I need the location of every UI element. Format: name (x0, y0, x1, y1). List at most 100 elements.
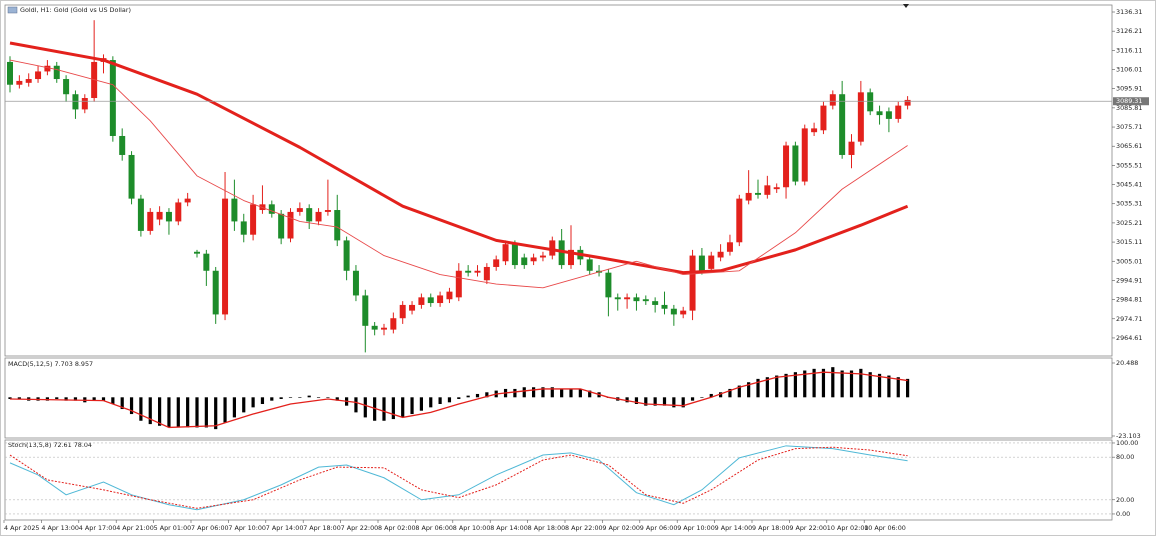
candle-body (708, 255, 715, 269)
macd-bar (55, 397, 59, 399)
macd-bar (335, 397, 339, 401)
y-tick-label: 3065.61 (1116, 142, 1142, 150)
candle-body (586, 259, 593, 271)
macd-bar (485, 392, 489, 398)
macd-bar (868, 372, 872, 398)
candle-body (811, 128, 818, 133)
macd-bar (354, 397, 358, 413)
macd-bar (120, 397, 124, 410)
macd-bar (513, 388, 517, 398)
x-tick-label: 9 Apr 10:00 (677, 524, 715, 532)
macd-bar (158, 397, 162, 426)
x-tick-label: 5 Apr 01:00 (154, 524, 192, 532)
macd-bar (541, 387, 545, 398)
macd-bar (653, 397, 657, 406)
macd-bar (550, 387, 554, 398)
candle-body (343, 240, 350, 271)
y-tick-label: 3116.11 (1116, 46, 1142, 54)
candle-body (268, 204, 275, 214)
x-tick-label: 4 Apr 2025 (4, 524, 39, 532)
main-panel (4, 4, 1113, 357)
stoch-title: Stoch(13,5,8) 72.61 78.04 (8, 441, 92, 449)
candle-body (670, 308, 677, 315)
y-tick-label: 20.488 (1116, 359, 1138, 367)
macd-bar (139, 397, 143, 421)
y-tick-label: 3015.11 (1116, 238, 1142, 246)
x-tick-label: 9 Apr 06:00 (640, 524, 678, 532)
candle-body (773, 187, 780, 190)
macd-bar (270, 397, 274, 401)
last-price-label: 3089.31 (1116, 97, 1142, 105)
last-price-box (1113, 97, 1149, 106)
y-tick-label: 3055.51 (1116, 161, 1142, 169)
macd-bar (475, 393, 480, 398)
candle-body (324, 210, 331, 212)
line (9, 41, 909, 275)
candle-body (81, 98, 88, 110)
y-tick-label: 100.00 (1116, 439, 1138, 447)
macd-bar (522, 387, 526, 398)
candle-body (128, 154, 135, 199)
macd-bar (644, 397, 648, 406)
x-tick-label: 4 Apr 21:00 (116, 524, 154, 532)
macd-bar (288, 397, 293, 398)
y-tick-label: 0.00 (1116, 510, 1130, 518)
macd-bar (906, 378, 910, 398)
macd-bar (672, 397, 676, 408)
candle-body (287, 211, 294, 239)
y-tick-label: 80.00 (1116, 453, 1134, 461)
candle-body (63, 79, 70, 95)
candle-body (109, 60, 116, 136)
candle-body (895, 105, 902, 119)
candle-body (16, 80, 23, 85)
candle-body (642, 299, 649, 302)
candle-body (904, 99, 911, 106)
candle-body (184, 198, 191, 203)
candle-body (614, 297, 621, 300)
candle-body (53, 65, 60, 80)
y-tick-label: 3126.21 (1116, 27, 1142, 35)
macd-bar (45, 397, 49, 401)
y-tick-label: 3075.71 (1116, 123, 1142, 131)
macd-bar (887, 375, 891, 398)
candle-body (633, 297, 640, 302)
macd-bar (232, 397, 236, 418)
candle-body (839, 94, 846, 155)
y-tick-label: 3085.81 (1116, 104, 1142, 112)
candle-body (147, 211, 154, 231)
candle-body (381, 327, 387, 330)
x-tick-label: 8 Apr 18:00 (528, 524, 566, 532)
y-tick-label: 20.00 (1116, 496, 1134, 504)
x-tick-label: 4 Apr 17:00 (79, 524, 117, 532)
candle-body (502, 244, 509, 262)
candle-body (867, 92, 874, 112)
candle-body (876, 111, 883, 116)
candle-body (418, 297, 425, 305)
y-tick-label: 2964.61 (1116, 334, 1142, 342)
macd-bar (176, 397, 180, 428)
candle-body (446, 291, 453, 300)
x-tick-label: 9 Apr 14:00 (715, 524, 753, 532)
candle-body (137, 198, 144, 231)
candle-body (511, 244, 518, 266)
candle-body (474, 270, 481, 273)
macd-bar (298, 397, 302, 398)
candle-body (315, 211, 322, 222)
candle-body (306, 208, 313, 222)
x-tick-label: 4 Apr 13:00 (41, 524, 79, 532)
macd-bar (588, 390, 592, 398)
macd-bar (214, 397, 218, 430)
macd-bar (111, 397, 115, 405)
candle-body (801, 128, 808, 182)
macd-bar (625, 397, 629, 403)
x-tick-label: 8 Apr 10:00 (453, 524, 491, 532)
y-tick-label: 2974.71 (1116, 315, 1142, 323)
main-title: GoldI, H1: Gold (Gold vs US Dollar) (20, 6, 131, 14)
candle-body (194, 251, 200, 254)
line (9, 59, 908, 289)
candle-body (25, 79, 32, 83)
macd-bar (877, 373, 882, 398)
candle-body (698, 255, 705, 271)
